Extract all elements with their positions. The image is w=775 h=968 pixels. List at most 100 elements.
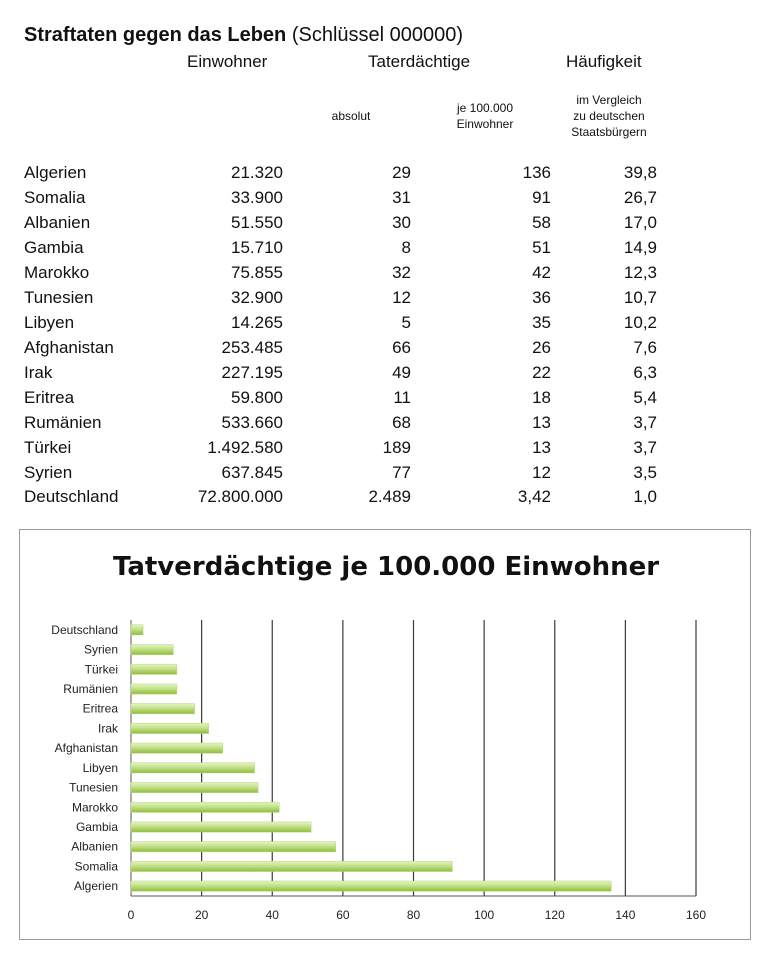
cell-absolute: 77 xyxy=(392,463,411,482)
cell-country: Irak xyxy=(24,363,53,382)
cell-country: Tunesien xyxy=(24,288,94,307)
cell-frequency: 12,3 xyxy=(623,263,657,282)
cell-absolute: 68 xyxy=(392,413,411,432)
cell-frequency: 14,9 xyxy=(623,238,657,257)
x-tick-label: 40 xyxy=(266,908,280,922)
cell-frequency: 39,8 xyxy=(623,163,657,182)
header-compare-line3: Staatsbürgern xyxy=(571,125,647,139)
table-row: Syrien 637.845 77 12 3,5 xyxy=(0,463,775,488)
table-row: Deutschland 72.800.000 2.489 3,42 1,0 xyxy=(0,487,775,512)
cell-absolute: 12 xyxy=(392,288,411,307)
cell-population: 75.855 xyxy=(231,263,283,282)
x-tick-label: 140 xyxy=(615,908,635,922)
header-per100k: je 100.000 Einwohner xyxy=(440,100,530,132)
table-title: Straftaten gegen das Leben (Schlüssel 00… xyxy=(24,22,463,48)
table-row: Irak 227.195 49 22 6,3 xyxy=(0,363,775,388)
cell-country: Eritrea xyxy=(24,388,75,407)
cell-per100k: 18 xyxy=(532,388,551,407)
bar xyxy=(130,723,209,734)
header-compare-line2: zu deutschen xyxy=(573,109,645,123)
table-row: Tunesien 32.900 12 36 10,7 xyxy=(0,288,775,313)
bar xyxy=(130,624,144,636)
header-absolute: absolut xyxy=(331,109,371,123)
cell-population: 51.550 xyxy=(231,213,283,232)
header-suspects: Taterdächtige xyxy=(368,52,471,71)
cell-country: Gambia xyxy=(24,238,84,257)
cell-country: Rumänien xyxy=(24,413,102,432)
table-title-main: Straftaten gegen das Leben xyxy=(24,24,287,46)
header-per100k-line1: je 100.000 xyxy=(456,101,514,115)
cell-frequency: 5,4 xyxy=(633,388,657,407)
category-label: Tunesien xyxy=(69,781,118,795)
cell-country: Libyen xyxy=(24,313,75,332)
cell-population: 15.710 xyxy=(231,238,283,257)
bar xyxy=(130,742,224,754)
cell-population: 227.195 xyxy=(221,363,283,382)
category-label: Gambia xyxy=(76,820,118,834)
bar xyxy=(130,644,174,655)
category-label: Türkei xyxy=(85,662,118,676)
cell-population: 33.900 xyxy=(231,188,283,207)
cell-per100k: 91 xyxy=(532,188,551,207)
cell-population: 637.845 xyxy=(221,463,283,482)
cell-country: Albanien xyxy=(24,213,91,232)
category-label: Algerien xyxy=(74,879,118,893)
bar xyxy=(130,663,178,675)
cell-frequency: 10,7 xyxy=(623,288,657,307)
table-row: Türkei 1.492.580 189 13 3,7 xyxy=(0,438,775,463)
cell-frequency: 1,0 xyxy=(633,487,657,506)
cell-per100k: 42 xyxy=(532,263,551,282)
header-compare: im Vergleich zu deutschen Staatsbürgern xyxy=(552,92,666,140)
cell-per100k: 136 xyxy=(522,163,551,182)
cell-frequency: 3,7 xyxy=(633,413,657,432)
cell-country: Syrien xyxy=(24,463,73,482)
bar-chart-panel: Tatverdächtige je 100.000 Einwohner 0 20 4… xyxy=(19,529,751,940)
bar xyxy=(130,841,337,853)
bar xyxy=(130,861,453,872)
table-row: Libyen 14.265 5 35 10,2 xyxy=(0,313,775,338)
cell-per100k: 22 xyxy=(532,363,551,382)
cell-population: 533.660 xyxy=(221,413,283,432)
table-row: Afghanistan 253.485 66 26 7,6 xyxy=(0,338,775,363)
table-row: Somalia 33.900 31 91 26,7 xyxy=(0,188,775,213)
cell-absolute: 49 xyxy=(392,363,411,382)
cell-frequency: 3,7 xyxy=(633,438,657,457)
cell-frequency: 10,2 xyxy=(623,313,657,332)
cell-absolute: 8 xyxy=(401,238,411,257)
table-row: Marokko 75.855 32 42 12,3 xyxy=(0,263,775,288)
table-row: Albanien 51.550 30 58 17,0 xyxy=(0,213,775,238)
bar xyxy=(130,683,178,695)
header-per100k-line2: Einwohner xyxy=(456,117,514,131)
chart-plot-area: 0 20 40 60 80 100 120 140 160 Deutschland Syrien Tü… xyxy=(51,620,706,922)
cell-absolute: 11 xyxy=(393,388,411,407)
category-label: Irak xyxy=(98,721,119,735)
cell-absolute: 30 xyxy=(392,213,411,232)
category-label: Marokko xyxy=(72,800,118,814)
cell-per100k: 26 xyxy=(532,338,551,357)
cell-frequency: 26,7 xyxy=(623,188,657,207)
cell-country: Somalia xyxy=(24,188,86,207)
x-tick-label: 120 xyxy=(545,908,565,922)
cell-frequency: 7,6 xyxy=(633,338,657,357)
cell-frequency: 3,5 xyxy=(633,463,657,482)
x-tick-label: 20 xyxy=(195,908,209,922)
chart-title: Tatverdächtige je 100.000 Einwohner xyxy=(113,552,659,582)
category-label: Somalia xyxy=(75,859,119,873)
category-label: Rumänien xyxy=(63,682,118,696)
cell-per100k: 35 xyxy=(532,313,551,332)
category-label: Afghanistan xyxy=(55,741,118,755)
cell-country: Türkei xyxy=(24,438,72,457)
cell-population: 1.492.580 xyxy=(207,438,283,457)
cell-population: 59.800 xyxy=(231,388,283,407)
category-label: Deutschland xyxy=(51,623,118,637)
x-tick-label: 0 xyxy=(128,908,135,922)
cell-country: Algerien xyxy=(24,163,87,182)
cell-country: Afghanistan xyxy=(24,338,114,357)
cell-frequency: 6,3 xyxy=(633,363,657,382)
cell-population: 14.265 xyxy=(231,313,283,332)
table-row: Eritrea 59.800 11 18 5,4 xyxy=(0,388,775,413)
cell-per100k: 13 xyxy=(532,413,551,432)
table-row: Algerien 21.320 29 136 39,8 xyxy=(0,163,775,188)
bar xyxy=(130,821,312,833)
cell-absolute: 32 xyxy=(392,263,411,282)
